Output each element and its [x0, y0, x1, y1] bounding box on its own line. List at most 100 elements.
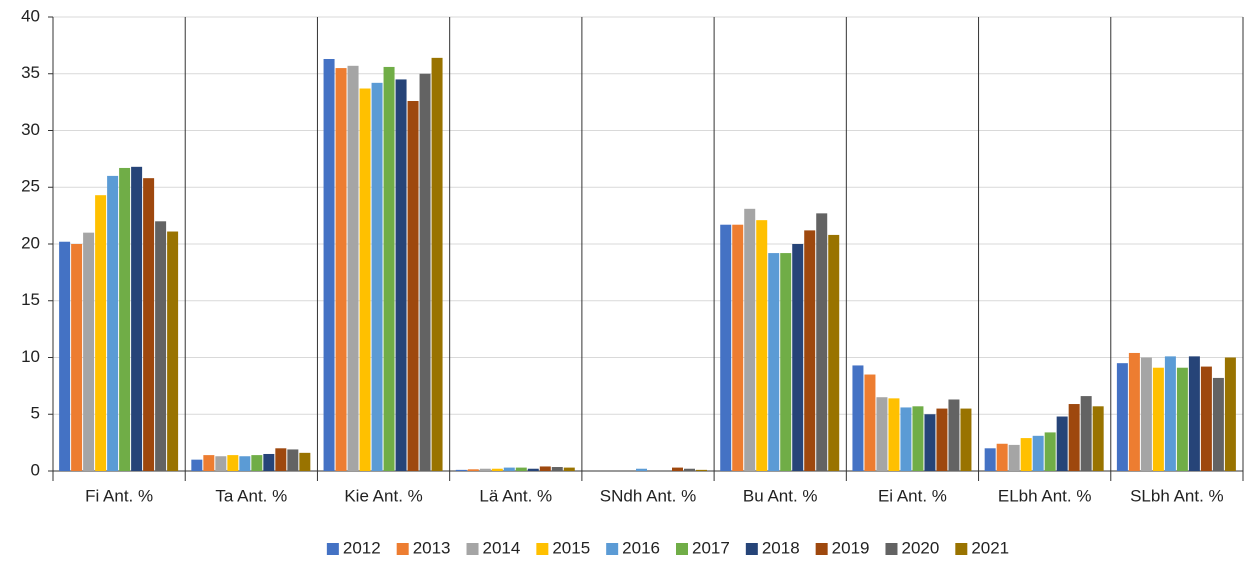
bar — [1068, 404, 1080, 471]
x-tick-label: Kie Ant. % — [344, 486, 422, 505]
bar — [515, 467, 527, 471]
legend-label: 2021 — [971, 538, 1009, 557]
bar — [924, 414, 936, 471]
bar — [1200, 366, 1212, 471]
bar — [167, 231, 179, 471]
bar — [191, 459, 203, 471]
legend-label: 2018 — [762, 538, 800, 557]
bar — [239, 456, 251, 471]
bar — [1092, 406, 1104, 471]
legend-swatch — [326, 543, 339, 555]
bar — [684, 468, 695, 471]
bar — [251, 455, 263, 471]
y-tick-label: 40 — [21, 6, 40, 25]
x-tick-label: Fi Ant. % — [85, 486, 153, 505]
bar — [864, 374, 876, 471]
bar — [1044, 432, 1056, 471]
bar — [83, 232, 95, 471]
legend-swatch — [955, 543, 968, 555]
bar — [816, 213, 828, 472]
bar — [479, 468, 491, 471]
bar — [491, 468, 503, 471]
bar — [215, 456, 227, 471]
bar — [227, 455, 239, 471]
legend-label: 2019 — [832, 538, 870, 557]
bar — [503, 467, 515, 471]
legend-swatch — [885, 543, 898, 555]
bar — [936, 408, 948, 471]
bar — [852, 365, 864, 471]
bar — [1032, 435, 1044, 471]
x-tick-label: SLbh Ant. % — [1130, 486, 1224, 505]
bar — [744, 208, 756, 471]
legend-swatch — [676, 543, 688, 555]
legend-swatch — [536, 543, 549, 555]
legend-swatch — [396, 543, 409, 555]
bar — [1080, 396, 1092, 471]
y-tick-label: 30 — [21, 120, 40, 139]
bar — [1008, 444, 1020, 471]
bar — [1164, 356, 1176, 471]
bar — [1212, 377, 1224, 471]
bar — [948, 399, 960, 471]
legend-label: 2013 — [413, 538, 451, 557]
bar — [95, 195, 107, 471]
bar — [467, 469, 479, 471]
legend-swatch — [606, 543, 619, 555]
x-tick-label: Lä Ant. % — [479, 486, 552, 505]
bar — [792, 244, 804, 471]
bar — [383, 66, 395, 471]
bar — [359, 88, 371, 471]
bar — [732, 224, 744, 471]
bar — [636, 468, 647, 471]
y-tick-label: 5 — [31, 404, 40, 423]
bar — [1140, 357, 1152, 471]
bar — [347, 65, 359, 472]
legend-label: 2012 — [343, 538, 381, 557]
x-tick-label: Ta Ant. % — [215, 486, 287, 505]
bar — [155, 221, 167, 471]
legend-label: 2014 — [483, 538, 521, 557]
bar — [143, 178, 155, 472]
bar — [407, 100, 419, 472]
bar — [756, 220, 768, 471]
bar — [672, 467, 683, 471]
bar — [960, 408, 972, 471]
legend-swatch — [466, 543, 479, 555]
bar — [696, 469, 707, 471]
bar — [1152, 367, 1164, 471]
bar — [876, 397, 888, 471]
bar — [59, 241, 71, 471]
bar — [780, 253, 792, 471]
x-tick-label: ELbh Ant. % — [998, 486, 1092, 505]
bar — [395, 79, 407, 472]
bar — [299, 452, 311, 471]
bar — [455, 469, 467, 471]
bar — [804, 230, 816, 471]
bar — [131, 166, 143, 471]
bar — [1056, 416, 1068, 471]
legend-label: 2017 — [692, 538, 730, 557]
bar — [275, 448, 287, 471]
bar — [263, 453, 275, 471]
y-tick-label: 15 — [21, 290, 40, 309]
bar — [563, 467, 575, 471]
bar — [335, 68, 347, 471]
bar — [539, 466, 551, 471]
x-tick-label: Ei Ant. % — [878, 486, 947, 505]
bar — [912, 406, 924, 471]
bar — [996, 443, 1008, 471]
bar — [371, 82, 383, 471]
bar — [119, 167, 131, 471]
bar — [1020, 438, 1032, 471]
bar — [828, 234, 840, 471]
legend-label: 2015 — [552, 538, 590, 557]
bar — [203, 455, 215, 471]
bar — [551, 467, 563, 471]
bar — [323, 58, 335, 472]
bar — [107, 175, 119, 471]
bar — [71, 244, 83, 471]
bar — [720, 224, 732, 471]
y-tick-label: 0 — [31, 460, 40, 479]
